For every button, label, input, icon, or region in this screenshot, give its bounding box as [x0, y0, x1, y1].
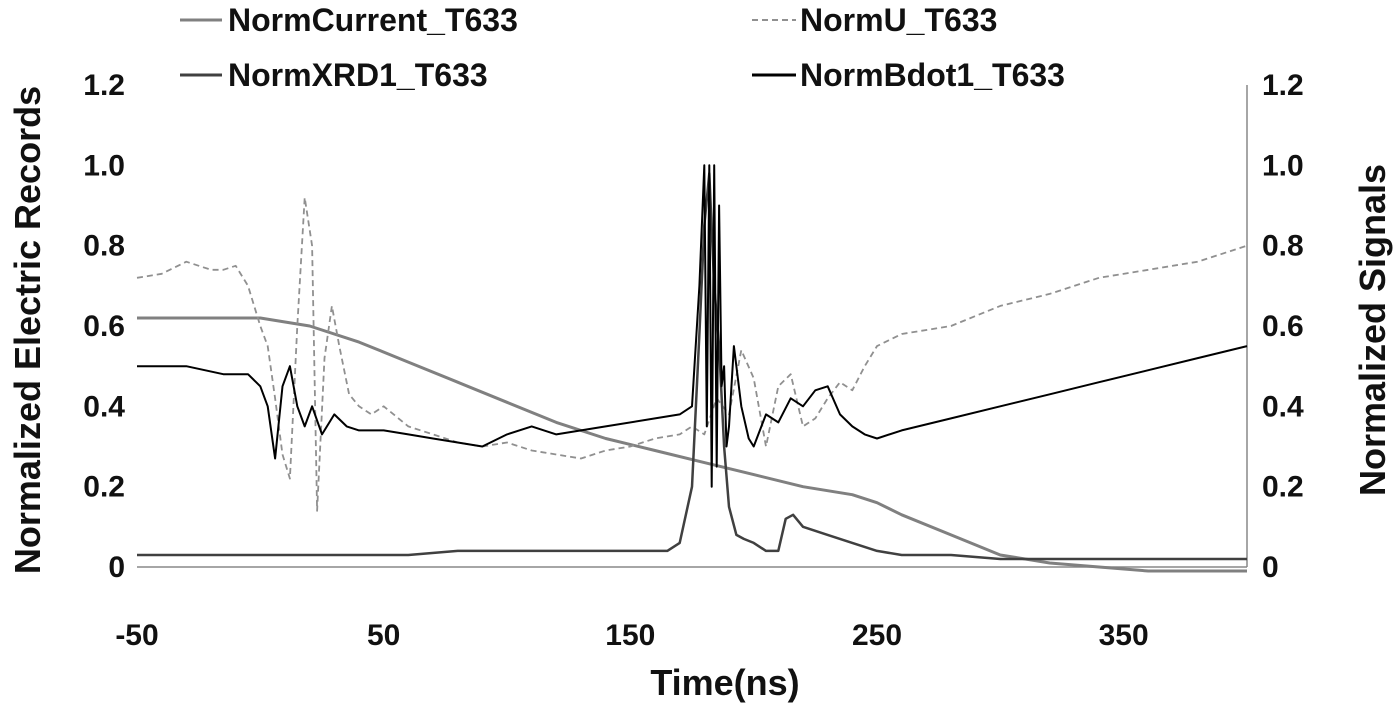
x-tick-label: 250: [852, 619, 902, 652]
series-line-normbdot1-t633: [137, 164, 1248, 488]
y-tick-label-right: 1.2: [1262, 69, 1304, 102]
legend-label: NormBdot1_T633: [800, 57, 1065, 93]
y-tick-label-left: 1.0: [83, 149, 125, 182]
legend-label: NormXRD1_T633: [228, 57, 488, 93]
y-tick-label-right: 0.4: [1262, 390, 1304, 423]
x-tick-label: 350: [1099, 619, 1149, 652]
legend-label: NormU_T633: [800, 2, 997, 38]
legend: NormCurrent_T633 NormU_T633 NormXRD1_T633 N…: [180, 2, 1065, 93]
x-axis-title: Time(ns): [650, 662, 799, 703]
y-tick-label-left: 0: [108, 551, 125, 584]
y-tick-label-left: 1.2: [83, 69, 125, 102]
x-tick-label: -50: [115, 619, 158, 652]
legend-label: NormCurrent_T633: [228, 2, 518, 38]
series-line-normcurrent-t633: [137, 316, 1247, 573]
series-line-normxrd1-t633: [137, 172, 1247, 561]
series-line-normu-t633: [136, 196, 1248, 512]
plot-area: [137, 85, 1248, 568]
y-tick-label-left: 0.2: [83, 471, 125, 504]
y-axis-title-right: Normalized Signals: [1352, 164, 1393, 496]
y-tick-label-right: 0.6: [1262, 310, 1304, 343]
y-tick-label-right: 1.0: [1262, 149, 1304, 182]
y-tick-label-left: 0.8: [83, 230, 125, 263]
tick-labels: -50 50 150 250 350 0 0 0.2 0.2 0.4 0.4 0.6 0.6 0.8 0.8…: [83, 69, 1304, 652]
y-tick-label-left: 0.4: [83, 390, 125, 423]
series-layer: [136, 164, 1248, 573]
y-tick-label-right: 0: [1262, 551, 1279, 584]
y-tick-label-left: 0.6: [83, 310, 125, 343]
y-tick-label-right: 0.2: [1262, 471, 1304, 504]
y-tick-label-right: 0.8: [1262, 230, 1304, 263]
x-tick-label: 150: [605, 619, 655, 652]
y-axis-title-left: Normalized Electric Records: [7, 86, 48, 574]
x-tick-label: 50: [367, 619, 400, 652]
